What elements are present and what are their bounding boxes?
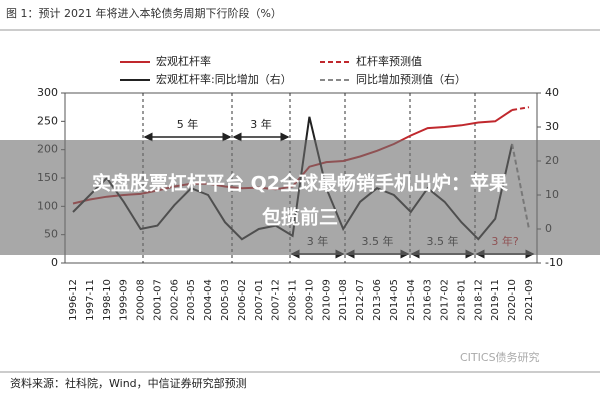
legend-label: 宏观杠杆率:同比增加（右）	[156, 72, 292, 86]
annotation: 3 年	[250, 117, 272, 131]
legend-label: 杠杆率预测值	[356, 54, 422, 68]
overlay-band	[0, 140, 600, 255]
legend-label: 宏观杠杆率	[156, 54, 211, 68]
y-tick-label: 250	[37, 114, 58, 127]
x-tick-label: 2019-11	[490, 279, 501, 321]
x-tick-label: 2016-03	[423, 279, 434, 321]
x-tick-label: 2007-01	[254, 279, 265, 321]
x-tick-label: 2009-10	[304, 279, 315, 321]
overlay-text: 包揽前三	[262, 206, 338, 229]
x-tick-label: 2020-10	[507, 279, 518, 321]
x-tick-label: 2005-03	[220, 279, 231, 321]
watermark: CITICS债务研究	[460, 350, 540, 364]
y-tick-label: 300	[37, 86, 58, 99]
x-tick-label: 2003-05	[186, 279, 197, 321]
x-tick-label: 2006-02	[237, 279, 248, 321]
x-tick-label: 2007-12	[271, 279, 282, 321]
x-tick-label: 1999-09	[119, 279, 130, 321]
source: 资料来源：社科院，Wind，中信证券研究部预测	[10, 376, 247, 390]
x-tick-label: 2010-09	[321, 279, 332, 321]
chart-title: 图 1：预计 2021 年将进入本轮债务周期下行阶段（%）	[6, 6, 282, 20]
x-tick-label: 1996-12	[68, 279, 79, 321]
x-tick-label: 2004-04	[203, 279, 214, 321]
x-tick-label: 2018-01	[456, 279, 467, 321]
annotation: 5 年	[177, 117, 199, 131]
y-tick-label: 0	[51, 256, 58, 269]
x-tick-label: 2013-06	[372, 279, 383, 321]
x-tick-label: 2014-05	[389, 279, 400, 321]
overlay-text: 实盘股票杠杆平台 Q2全球最畅销手机出炉：苹果	[92, 172, 508, 195]
x-tick-label: 2011-08	[338, 279, 349, 321]
series-line	[511, 106, 530, 111]
x-tick-label: 2000-08	[136, 279, 147, 321]
x-tick-label: 2017-02	[440, 279, 451, 321]
x-tick-label: 2021-09	[524, 279, 535, 321]
x-tick-label: 1997-11	[85, 279, 96, 321]
x-tick-label: 2012-07	[355, 279, 366, 321]
x-tick-label: 1998-10	[102, 279, 113, 321]
x-tick-label: 2002-06	[169, 279, 180, 321]
y2-tick-label: 40	[545, 86, 559, 99]
x-tick-label: 2008-11	[288, 279, 299, 321]
x-tick-label: 2018-12	[473, 279, 484, 321]
x-tick-label: 2001-07	[152, 279, 163, 321]
x-tick-label: 2015-04	[406, 279, 417, 321]
y2-tick-label: -10	[545, 256, 563, 269]
legend-label: 同比增加预测值（右）	[356, 72, 466, 86]
y2-tick-label: 30	[545, 120, 559, 133]
